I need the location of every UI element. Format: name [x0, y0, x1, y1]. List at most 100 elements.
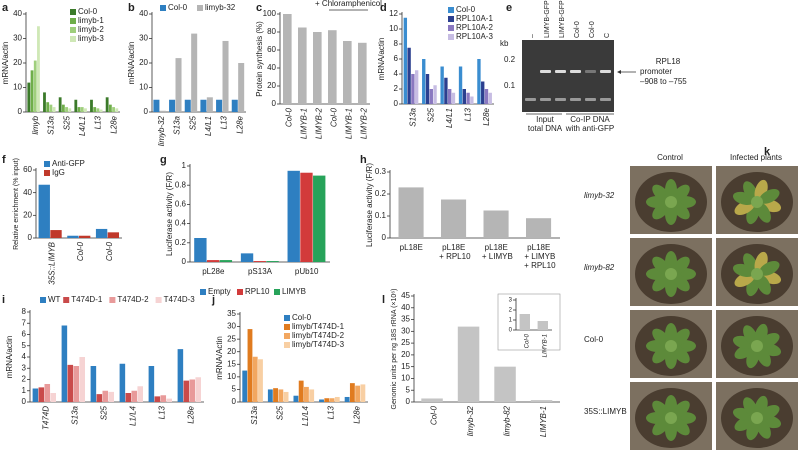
legend-swatch	[448, 16, 454, 22]
bar	[429, 89, 433, 104]
x-tick-label: L28e	[235, 115, 244, 133]
bar	[238, 63, 245, 112]
bar	[537, 321, 548, 330]
bar	[231, 99, 238, 112]
leaf	[652, 273, 670, 292]
y-tick-label: 25	[401, 338, 410, 347]
bar	[80, 107, 84, 112]
bar	[425, 74, 430, 104]
rosette-center	[751, 412, 763, 424]
x-tick-label: 35S::LIMYB	[47, 241, 56, 284]
leaf	[672, 184, 690, 203]
bar	[195, 377, 201, 402]
legend-label: limyb-3	[78, 34, 104, 43]
leaf	[743, 397, 758, 418]
leaf	[756, 274, 771, 295]
y-tick-label: 40	[401, 303, 410, 312]
bar	[67, 364, 74, 402]
legend-swatch	[284, 342, 290, 348]
bar	[329, 398, 335, 402]
legend-label: Empty	[208, 287, 231, 296]
legend-swatch	[63, 297, 70, 303]
legend-label: Col-0	[78, 7, 98, 16]
bar	[451, 92, 456, 104]
bar	[216, 99, 223, 112]
legend-swatch	[448, 34, 454, 40]
bar	[32, 388, 39, 402]
y-tick-label: 5	[22, 341, 27, 350]
y-axis-label: mRNA/actin	[127, 42, 136, 85]
y-tick-label: 0	[394, 99, 399, 108]
bar	[300, 172, 313, 262]
y-tick-label: 0	[144, 107, 149, 116]
bar	[61, 104, 65, 112]
y-tick-label: 0.2	[175, 238, 187, 247]
annotation: + Chloramphenicol	[315, 0, 382, 8]
bar	[184, 99, 191, 112]
legend-swatch	[284, 315, 290, 321]
x-tick-label: Col-0	[330, 107, 339, 127]
bar	[108, 391, 114, 402]
y-tick-label: 35	[401, 315, 410, 324]
x-tick-label: L28e	[482, 107, 491, 125]
y-tick-label: 60	[267, 45, 276, 54]
gel-group-label: Co-IP DNA	[570, 115, 610, 124]
bar	[488, 92, 492, 104]
x-tick-label: LIMYB-1	[543, 334, 549, 357]
panel-letter: j	[211, 294, 215, 306]
bar	[206, 97, 213, 112]
x-tick-label: L28e	[109, 115, 118, 133]
bar	[105, 97, 109, 112]
bar	[526, 218, 552, 238]
bar	[102, 390, 109, 402]
rosette-center	[751, 340, 763, 352]
gel-band	[570, 98, 581, 101]
bar	[355, 385, 361, 402]
leaf	[672, 400, 690, 419]
bar	[481, 81, 485, 104]
y-tick-label: 0.1	[375, 211, 387, 220]
x-tick-label: Col-0	[76, 241, 85, 261]
y-tick-label: 6	[22, 330, 27, 339]
x-tick-label: L28e	[187, 405, 196, 423]
x-tick-label: L4/L1	[445, 108, 454, 128]
bar	[309, 389, 315, 402]
bar	[50, 230, 62, 238]
legend-swatch	[284, 333, 290, 339]
leaf	[652, 417, 670, 436]
y-axis-label: mRNA/actin	[5, 336, 14, 379]
legend-label: limyb-32	[205, 3, 236, 12]
legend-swatch	[274, 289, 280, 295]
leaf	[672, 256, 690, 275]
legend-label: T474D-1	[71, 295, 103, 304]
gel-band	[600, 98, 611, 101]
x-tick-label: L4/L1	[78, 116, 87, 136]
bar	[79, 235, 91, 238]
x-tick-label: T474D	[42, 406, 51, 430]
bar	[328, 30, 337, 105]
bar	[283, 391, 289, 402]
lane-label: Col-0	[574, 21, 581, 38]
bar	[441, 199, 467, 238]
gel-band	[585, 98, 596, 101]
bar	[283, 14, 292, 104]
bar	[398, 187, 424, 238]
leaf	[672, 345, 690, 364]
y-tick-label: 20	[401, 350, 410, 359]
bar	[84, 108, 87, 112]
x-tick-label: L13	[327, 405, 336, 419]
y-tick-label: 1	[509, 318, 513, 324]
row-label: limyb-32	[584, 191, 615, 200]
target-label: promoter	[640, 67, 672, 76]
bar	[287, 170, 300, 262]
bar	[484, 89, 489, 104]
gel-band	[555, 98, 566, 101]
bar	[125, 393, 132, 402]
y-tick-label: 25	[227, 334, 236, 343]
rosette-center	[665, 412, 677, 424]
panel-letter: l	[382, 294, 385, 306]
y-tick-label: 0	[182, 257, 187, 266]
panel-letter: i	[2, 294, 5, 306]
bar	[457, 326, 480, 402]
bar	[154, 396, 161, 402]
